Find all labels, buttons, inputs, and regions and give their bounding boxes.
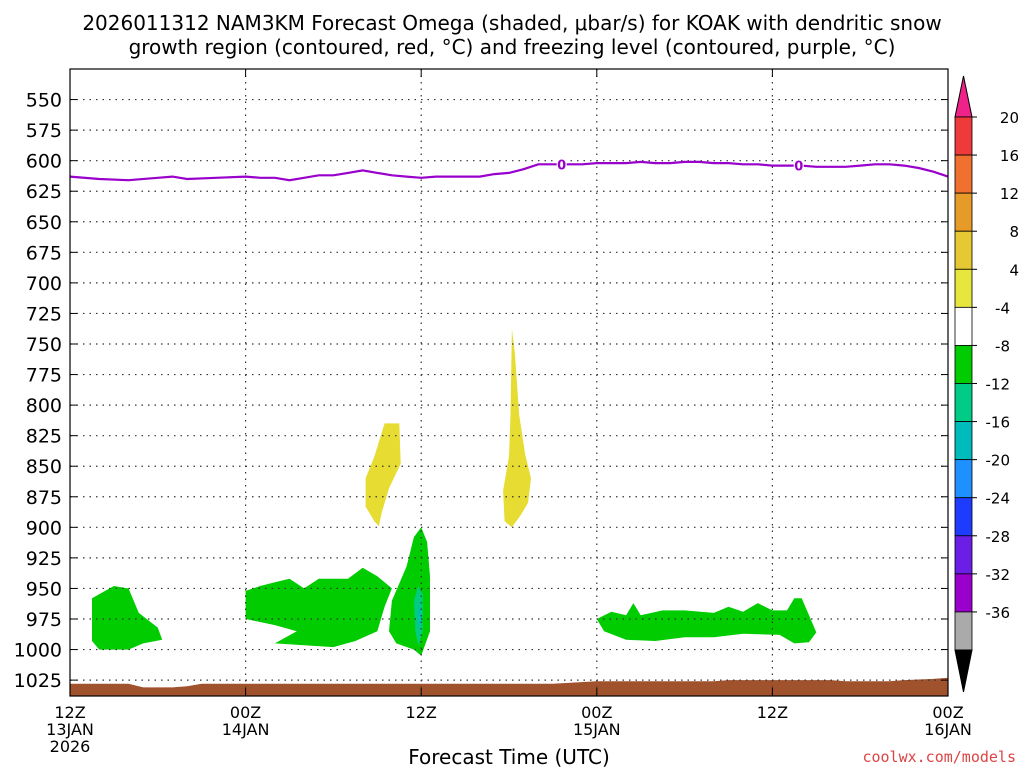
x-tick-label-12-1: 00Z [230, 703, 261, 722]
credit-text[interactable]: coolwx.com/models [862, 748, 1016, 766]
y-tick-label-600: 600 [26, 151, 62, 173]
y-tick-label-925: 925 [26, 548, 62, 570]
colorbar-label-neg24: -24 [986, 490, 1011, 508]
y-tick-label-775: 775 [26, 365, 62, 387]
colorbar-label-20: 20 [1000, 109, 1019, 127]
colorbar-segment-0 [954, 116, 973, 156]
colorbar-label-neg28: -28 [986, 528, 1011, 546]
colorbar-segment-10 [954, 497, 973, 537]
x-axis-label: Forecast Time (UTC) [408, 745, 610, 768]
chart-title-line-2: growth region (contoured, red, °C) and f… [129, 35, 896, 59]
y-tick-label-1025: 1025 [14, 670, 62, 692]
y-tick-label-700: 700 [26, 273, 62, 295]
y-tick-label-900: 900 [26, 517, 62, 539]
y-tick-label-1000: 1000 [14, 640, 62, 662]
colorbar-bottom-triangle [954, 649, 973, 693]
x-tick-label-24-1: 12Z [406, 703, 437, 722]
x-tick-label-36-1: 00Z [581, 703, 612, 722]
x-tick-label-60-1: 00Z [932, 703, 963, 722]
omega-region-upward-weak-1 [92, 586, 163, 650]
omega-region-downward-weak-1 [365, 423, 401, 527]
colorbar-segment-13 [954, 611, 973, 651]
y-tick-label-975: 975 [26, 609, 62, 631]
chart-title-line-1: 2026011312 NAM3KM Forecast Omega (shaded… [82, 11, 941, 35]
y-axis: 550 575 600 625 650 675 700 725 750 775 800 825 850 8… [14, 90, 948, 692]
colorbar-segment-9 [954, 459, 973, 499]
colorbar-label-neg36: -36 [986, 604, 1011, 622]
x-tick-label-60-2: 16JAN [924, 720, 972, 739]
freezing-level-label-0: 0 [557, 158, 566, 173]
y-tick-label-650: 650 [26, 212, 62, 234]
colorbar-label-neg4: -4 [995, 299, 1010, 317]
terrain-fill [70, 677, 948, 696]
freezing-level-label-1: 0 [794, 160, 803, 175]
x-tick-label-36-2: 15JAN [573, 720, 621, 739]
colorbar-segment-8 [954, 421, 973, 461]
y-tick-label-550: 550 [26, 90, 62, 112]
plot-border [69, 68, 949, 697]
colorbar-label-neg12: -12 [986, 376, 1011, 394]
colorbar-segment-1 [954, 154, 973, 194]
colorbar-label-12: 12 [1000, 185, 1019, 203]
colorbar-segment-11 [954, 535, 973, 575]
x-tick-label-48-1: 12Z [757, 703, 788, 722]
omega-region-upward-strong-1 [418, 603, 422, 629]
x-tick-label-0-2: 13JAN [46, 720, 94, 739]
omega-region-upward-weak-4 [596, 598, 817, 644]
x-tick-label-0-3: 2026 [50, 737, 91, 756]
y-tick-label-850: 850 [26, 456, 62, 478]
colorbar-label-16: 16 [1000, 147, 1019, 165]
colorbar-segment-12 [954, 573, 973, 613]
plot-area [70, 69, 948, 696]
y-tick-label-750: 750 [26, 334, 62, 356]
colorbar-label-8: 8 [1009, 223, 1019, 241]
y-tick-label-875: 875 [26, 487, 62, 509]
colorbar: 20 16 12 8 4 -4 -8 -12 -16 -20 -24 -28 -32 -36 [954, 75, 1019, 693]
colorbar-segment-7 [954, 383, 973, 422]
colorbar-label-neg20: -20 [986, 452, 1011, 470]
freezing-level-line [69, 160, 949, 182]
omega-regions-layer [92, 329, 817, 656]
y-tick-label-575: 575 [26, 120, 62, 142]
colorbar-segment-3 [954, 230, 973, 270]
terrain-layer [70, 677, 948, 696]
colorbar-segment-6 [954, 345, 973, 384]
y-tick-label-825: 825 [26, 426, 62, 448]
y-tick-label-675: 675 [26, 242, 62, 264]
y-tick-label-725: 725 [26, 303, 62, 325]
colorbar-label-neg32: -32 [986, 566, 1011, 584]
colorbar-label-neg8: -8 [995, 337, 1010, 355]
omega-region-downward-weak-2 [503, 329, 531, 528]
freezing-level-label-bg-0 [556, 157, 567, 171]
omega-region-upward-weak-2 [245, 567, 392, 648]
colorbar-segment-2 [954, 192, 973, 232]
colorbar-segment-5 [954, 306, 973, 346]
colorbar-label-4: 4 [1009, 261, 1019, 279]
gridlines-layer [70, 69, 948, 696]
y-tick-label-950: 950 [26, 578, 62, 600]
freezing-level-label-bg-1 [793, 158, 804, 172]
colorbar-top-triangle [954, 75, 973, 118]
x-tick-label-12-2: 14JAN [222, 720, 270, 739]
y-tick-label-800: 800 [26, 395, 62, 417]
x-tick-label-0-1: 12Z [54, 703, 85, 722]
colorbar-label-neg16: -16 [986, 414, 1011, 432]
y-tick-label-625: 625 [26, 181, 62, 203]
colorbar-segment-4 [954, 268, 973, 308]
